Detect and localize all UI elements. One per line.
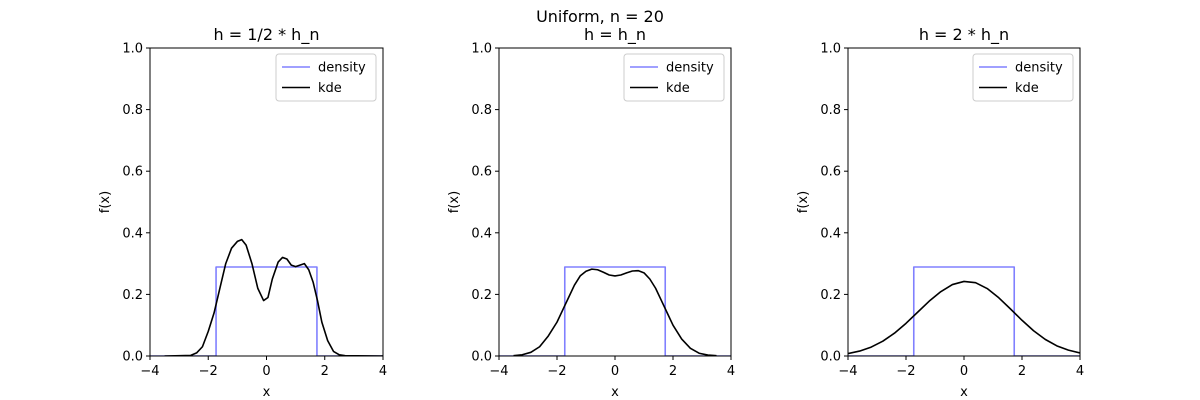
legend-box [972, 53, 1074, 102]
x-tick-label: −4 [140, 364, 159, 379]
x-tick-label: 0 [262, 364, 270, 379]
legend: density kde [623, 53, 725, 102]
x-tick-label: 4 [1076, 364, 1084, 379]
y-tick-label: 0.8 [471, 103, 492, 118]
y-tick-label: 0.2 [471, 288, 492, 303]
y-tick-label: 0.2 [122, 288, 143, 303]
subplot-2: −4 −2 0 2 4 0.0 0.2 0.4 0.6 0.8 1.0 x f(x) h = h_nden… [447, 25, 735, 400]
y-tick-label: 1.0 [122, 42, 143, 57]
legend: density kde [275, 53, 377, 102]
x-tick-label: −4 [838, 364, 857, 379]
y-tick-label: 0.0 [820, 350, 841, 365]
y-tick-label: 0.6 [122, 165, 143, 180]
y-tick-label: 0.4 [820, 226, 841, 241]
x-tick-label: 0 [960, 364, 968, 379]
x-axis-label: x [263, 385, 271, 400]
legend-label-density: density [318, 61, 366, 76]
y-tick-label: 0.6 [820, 165, 841, 180]
series-density-line [150, 266, 383, 356]
x-tick-label: −2 [199, 364, 218, 379]
legend-box [275, 53, 377, 102]
x-tick-label: 2 [321, 364, 329, 379]
x-tick-label: 4 [379, 364, 387, 379]
x-tick-label: 4 [727, 364, 735, 379]
y-tick-label: 0.0 [122, 350, 143, 365]
y-tick-label: 0.8 [820, 103, 841, 118]
figure-suptitle: Uniform, n = 20 [536, 7, 664, 26]
x-tick-label: −4 [489, 364, 508, 379]
y-axis-label: f(x) [447, 191, 462, 213]
x-tick-label: −2 [896, 364, 915, 379]
series-kde-line [513, 268, 717, 356]
legend-box [623, 53, 725, 102]
y-tick-label: 0.2 [820, 288, 841, 303]
series-kde-line [848, 280, 1080, 355]
legend-label-kde: kde [318, 81, 342, 96]
series-kde-line [164, 238, 383, 356]
series-density-line [499, 266, 731, 356]
y-tick-label: 0.6 [471, 165, 492, 180]
legend-label-kde: kde [666, 81, 690, 96]
subplot-title: h = 2 * h_n [919, 25, 1009, 45]
y-tick-label: 0.4 [471, 226, 492, 241]
subplot-title: h = h_n [584, 25, 646, 45]
legend-label-density: density [666, 61, 714, 76]
x-tick-label: 0 [611, 364, 619, 379]
y-tick-label: 1.0 [471, 42, 492, 57]
subplot-title: h = 1/2 * h_n [214, 25, 320, 45]
y-axis-label: f(x) [796, 191, 811, 213]
legend-label-kde: kde [1015, 81, 1039, 96]
x-axis-label: x [960, 385, 968, 400]
x-tick-label: −2 [547, 364, 566, 379]
y-tick-label: 0.4 [122, 226, 143, 241]
y-tick-label: 0.0 [471, 350, 492, 365]
legend-label-density: density [1015, 61, 1063, 76]
y-tick-label: 1.0 [820, 42, 841, 57]
y-tick-label: 0.8 [122, 103, 143, 118]
legend: density kde [972, 53, 1074, 102]
x-tick-label: 2 [669, 364, 677, 379]
x-axis-label: x [611, 385, 619, 400]
subplot-1: −4 −2 0 2 4 0.0 0.2 0.4 0.6 0.8 1.0 x f(x) h = 1/2 * … [98, 25, 387, 400]
series-density-line [848, 266, 1080, 356]
subplot-3: −4 −2 0 2 4 0.0 0.2 0.4 0.6 0.8 1.0 x f(x) h = 2 * h_… [796, 25, 1084, 400]
x-tick-label: 2 [1018, 364, 1026, 379]
y-axis-label: f(x) [98, 191, 113, 213]
